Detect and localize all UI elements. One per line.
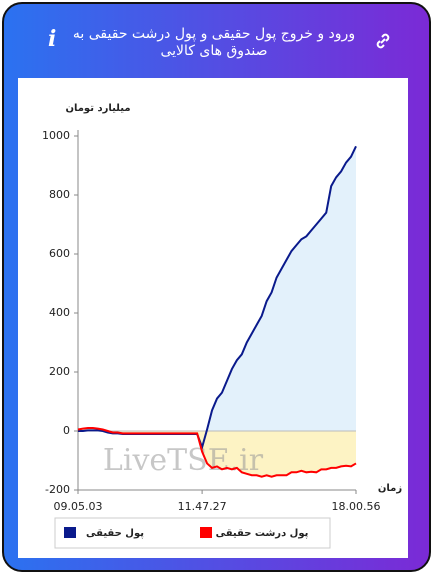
y-tick-label: 0: [63, 424, 70, 437]
legend-label: پول حقیقی: [86, 528, 144, 539]
info-icon[interactable]: i: [48, 26, 57, 52]
series-line: [77, 427, 357, 478]
y-tick-label: 600: [49, 247, 70, 260]
legend-label: پول درشت حقیقی: [216, 528, 309, 539]
y-axis-label: میلیارد تومان: [65, 103, 130, 114]
legend-swatch: [200, 527, 212, 538]
y-tick-label: -200: [45, 483, 70, 496]
y-tick-label: 1000: [42, 129, 70, 142]
y-tick-label: 400: [49, 306, 70, 319]
x-tick-label: 18.00.56: [332, 500, 381, 513]
x-tick-label: 09.05.03: [54, 500, 103, 513]
legend-swatch: [64, 527, 76, 538]
y-tick-label: 200: [49, 365, 70, 378]
x-axis-label: زمان: [378, 483, 402, 494]
card-title: ورود و خروج پول حقیقی و پول درشت حقیقی ب…: [72, 26, 356, 59]
area-fill: [78, 428, 356, 477]
watermark: LiveTSE.ir: [103, 443, 264, 478]
x-tick-label: 11.47.27: [178, 500, 227, 513]
legend-box: [54, 517, 331, 549]
area-fill: [78, 146, 356, 448]
y-tick-label: 800: [49, 188, 70, 201]
link-icon[interactable]: [374, 32, 392, 50]
